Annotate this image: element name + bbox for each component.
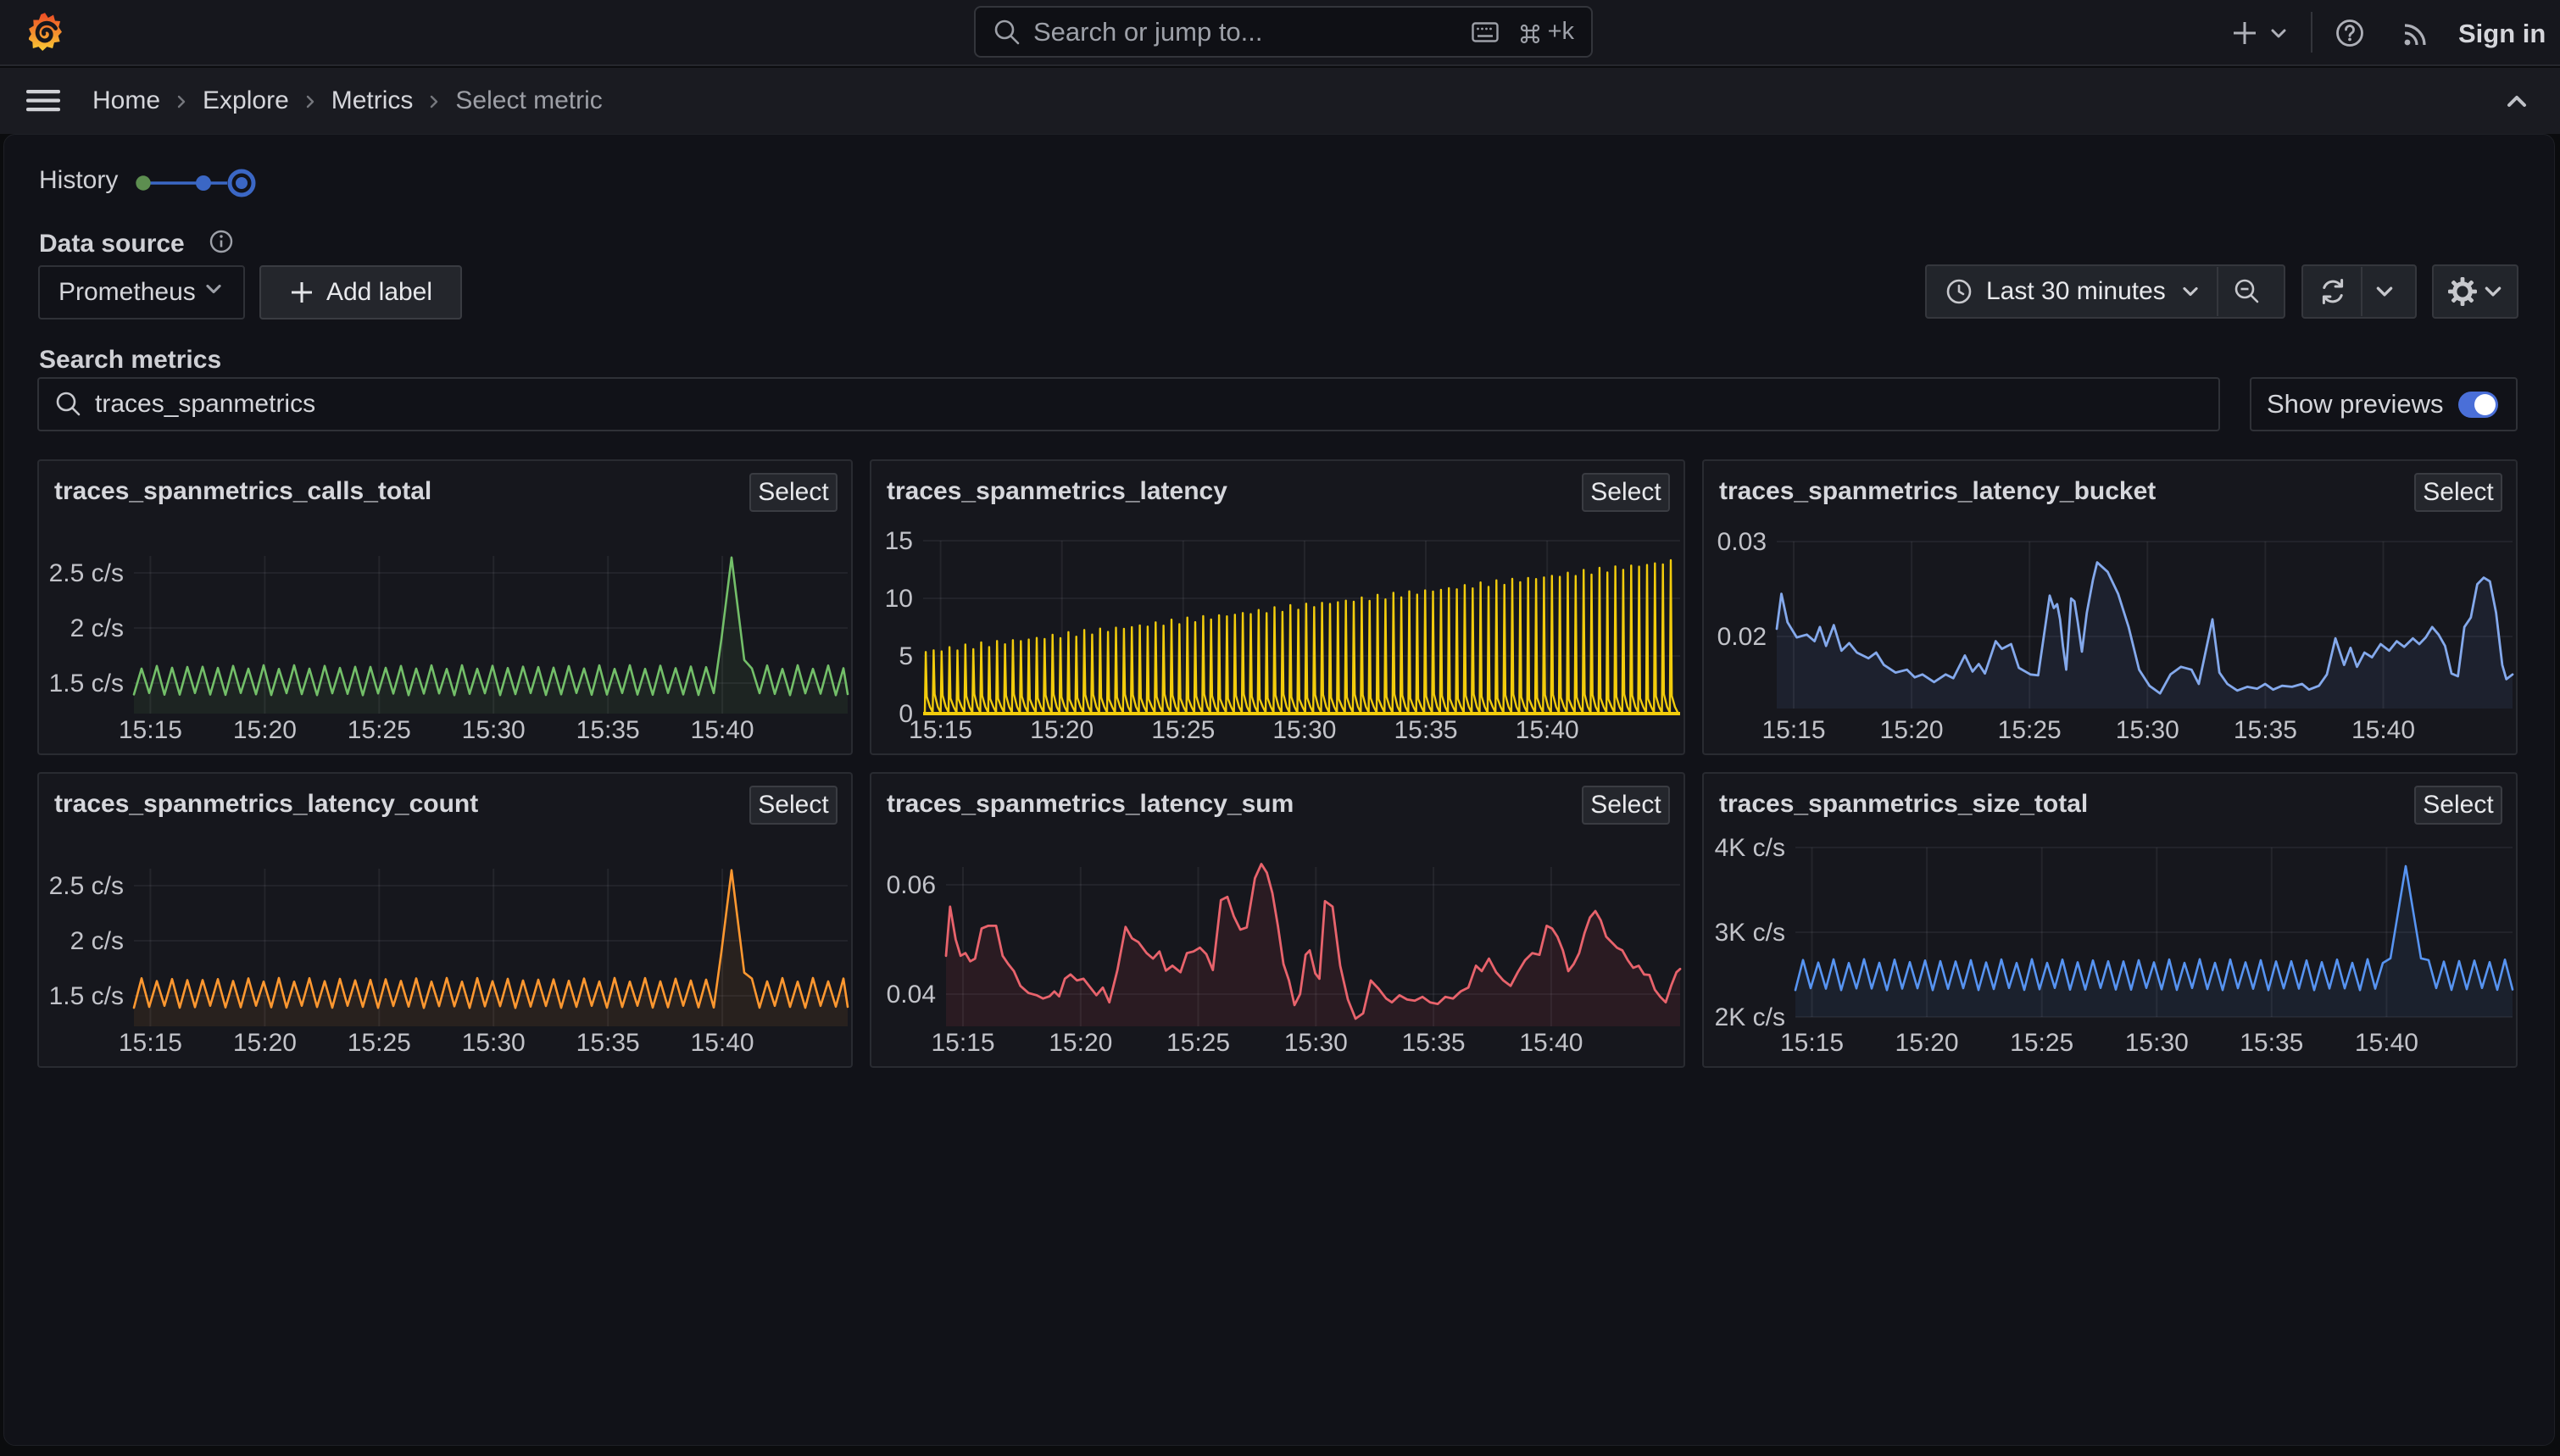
svg-text:15:15: 15:15: [119, 716, 182, 744]
svg-text:5: 5: [899, 642, 913, 670]
svg-text:15:15: 15:15: [119, 1029, 182, 1057]
svg-text:15:40: 15:40: [2351, 716, 2415, 744]
svg-text:15:35: 15:35: [2240, 1029, 2303, 1057]
svg-text:0.02: 0.02: [1717, 623, 1767, 651]
svg-text:15:20: 15:20: [1049, 1029, 1112, 1057]
svg-text:15:20: 15:20: [233, 1029, 297, 1057]
svg-text:15:40: 15:40: [691, 716, 754, 744]
svg-text:15:25: 15:25: [1151, 716, 1215, 744]
svg-text:15:15: 15:15: [1780, 1029, 1844, 1057]
svg-text:0.04: 0.04: [887, 981, 936, 1009]
svg-text:15:25: 15:25: [348, 716, 411, 744]
svg-text:10: 10: [885, 585, 913, 613]
svg-text:3K c/s: 3K c/s: [1715, 919, 1785, 947]
svg-text:1.5 c/s: 1.5 c/s: [49, 670, 124, 697]
svg-text:15:30: 15:30: [462, 716, 526, 744]
svg-text:15:15: 15:15: [909, 716, 972, 744]
svg-text:15:40: 15:40: [1516, 716, 1579, 744]
svg-text:15:15: 15:15: [931, 1029, 994, 1057]
svg-text:15:30: 15:30: [1284, 1029, 1348, 1057]
svg-text:15:20: 15:20: [233, 716, 297, 744]
svg-text:15:20: 15:20: [1895, 1029, 1959, 1057]
svg-text:15:25: 15:25: [1998, 716, 2062, 744]
svg-text:15:25: 15:25: [1166, 1029, 1230, 1057]
svg-text:4K c/s: 4K c/s: [1715, 834, 1785, 862]
svg-text:2 c/s: 2 c/s: [70, 927, 124, 955]
svg-text:0.06: 0.06: [887, 871, 936, 899]
svg-text:15:30: 15:30: [2116, 716, 2179, 744]
svg-text:15:15: 15:15: [1761, 716, 1825, 744]
svg-text:1.5 c/s: 1.5 c/s: [49, 982, 124, 1010]
svg-text:15:35: 15:35: [576, 716, 640, 744]
svg-text:2K c/s: 2K c/s: [1715, 1003, 1785, 1031]
svg-text:15: 15: [885, 527, 913, 555]
svg-text:2 c/s: 2 c/s: [70, 614, 124, 642]
svg-text:15:30: 15:30: [462, 1029, 526, 1057]
svg-text:15:25: 15:25: [2010, 1029, 2073, 1057]
svg-text:15:35: 15:35: [1402, 1029, 1466, 1057]
svg-text:2.5 c/s: 2.5 c/s: [49, 559, 124, 587]
svg-text:15:30: 15:30: [1272, 716, 1336, 744]
svg-text:15:30: 15:30: [2125, 1029, 2189, 1057]
svg-text:0: 0: [899, 700, 913, 728]
svg-text:15:35: 15:35: [2234, 716, 2297, 744]
svg-text:0.03: 0.03: [1717, 528, 1767, 556]
svg-text:15:20: 15:20: [1030, 716, 1094, 744]
svg-text:2.5 c/s: 2.5 c/s: [49, 872, 124, 900]
svg-text:15:40: 15:40: [691, 1029, 754, 1057]
svg-text:15:35: 15:35: [576, 1029, 640, 1057]
svg-text:15:35: 15:35: [1394, 716, 1457, 744]
svg-text:15:40: 15:40: [2355, 1029, 2418, 1057]
svg-text:15:25: 15:25: [348, 1029, 411, 1057]
svg-text:15:40: 15:40: [1519, 1029, 1583, 1057]
svg-text:15:20: 15:20: [1880, 716, 1944, 744]
